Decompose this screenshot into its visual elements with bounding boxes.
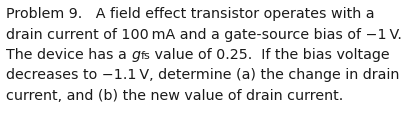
Text: g: g xyxy=(131,48,140,61)
Text: fs: fs xyxy=(140,51,150,60)
Text: drain current of 100 mA and a gate-source bias of −1 V.: drain current of 100 mA and a gate-sourc… xyxy=(6,27,402,41)
Text: The device has a: The device has a xyxy=(6,48,131,61)
Text: decreases to −1.1 V, determine (a) the change in drain: decreases to −1.1 V, determine (a) the c… xyxy=(6,68,399,82)
Text: current, and (b) the new value of drain current.: current, and (b) the new value of drain … xyxy=(6,88,343,102)
Text: value of 0.25.  If the bias voltage: value of 0.25. If the bias voltage xyxy=(150,48,390,61)
Text: Problem 9.   A field effect transistor operates with a: Problem 9. A field effect transistor ope… xyxy=(6,7,375,21)
